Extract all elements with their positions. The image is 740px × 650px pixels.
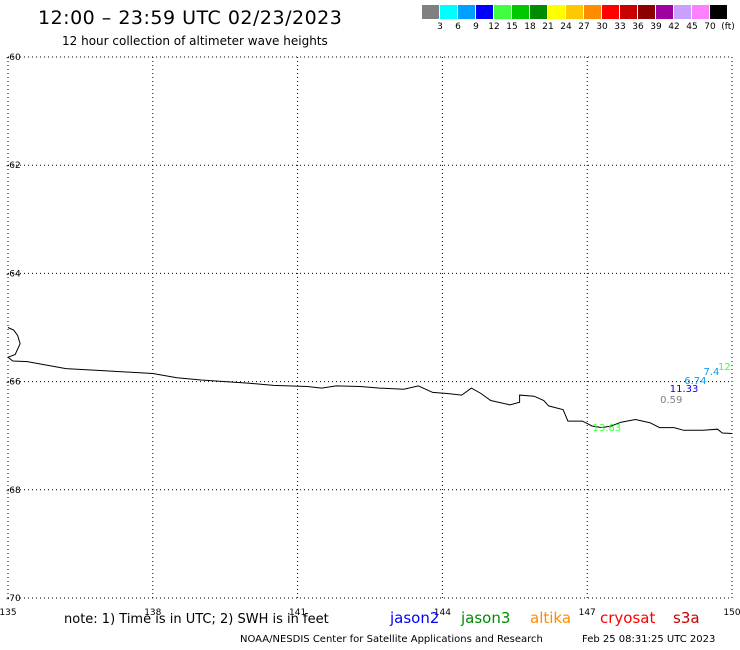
lat-tick-label: -60 [6, 53, 21, 63]
legend-swatch [692, 5, 709, 19]
lon-tick-label: 147 [579, 608, 596, 618]
lat-tick-label: -62 [6, 161, 21, 171]
legend-label: 3 [437, 22, 443, 32]
legend-swatch [710, 5, 727, 19]
legend-swatch [638, 5, 655, 19]
lat-tick-label: -64 [6, 269, 21, 279]
lat-tick-label: -66 [6, 378, 21, 388]
wave-height-observation: 13.63 [592, 422, 622, 434]
legend-label: 39 [650, 22, 662, 32]
footer-timestamp: Feb 25 08:31:25 UTC 2023 [582, 634, 716, 645]
wave-height-observation: 6.74 [684, 375, 707, 387]
legend-swatch [620, 5, 637, 19]
legend-swatch [602, 5, 619, 19]
legend-swatch [458, 5, 475, 19]
wave-height-observation: 11.33 [669, 383, 699, 395]
legend-swatch [530, 5, 547, 19]
legend-label: 15 [506, 22, 518, 32]
lon-tick-label: 141 [289, 608, 306, 618]
map-title: 12:00 – 23:59 UTC 02/23/2023 [38, 7, 343, 29]
legend-label: 18 [524, 22, 536, 32]
wave-height-observation: 12 [718, 361, 731, 373]
wave-height-observation: 7.4 [703, 366, 720, 378]
lon-tick-label: 135 [0, 608, 17, 618]
legend-swatch [656, 5, 673, 19]
legend-label: 42 [668, 22, 680, 32]
legend-label: 70 [704, 22, 716, 32]
legend-swatch [512, 5, 529, 19]
legend-label: 6 [455, 22, 461, 32]
legend-label: 36 [632, 22, 644, 32]
legend-label: 12 [488, 22, 500, 32]
legend-swatch [422, 5, 439, 19]
legend-swatch [494, 5, 511, 19]
legend-swatch [566, 5, 583, 19]
legend-label: 45 [686, 22, 698, 32]
legend-unit: (ft) [721, 22, 735, 32]
satellite-altika: altika [530, 609, 572, 627]
map-subtitle: 12 hour collection of altimeter wave hei… [62, 34, 328, 48]
legend-swatch [584, 5, 601, 19]
legend-label: 24 [560, 22, 572, 32]
satellite-cryosat: cryosat [600, 609, 656, 627]
legend-label: 30 [596, 22, 608, 32]
footer-credit: NOAA/NESDIS Center for Satellite Applica… [240, 634, 543, 645]
legend-swatch [440, 5, 457, 19]
coastline [6, 327, 733, 434]
lat-tick-label: -68 [6, 486, 21, 496]
satellite-jason2: jason2 [390, 609, 440, 627]
satellite-s3a: s3a [673, 609, 700, 627]
legend-swatch [674, 5, 691, 19]
legend-swatch [548, 5, 565, 19]
footer-note: note: 1) Time is in UTC; 2) SWH is in fe… [64, 612, 329, 627]
legend-swatch [476, 5, 493, 19]
legend-label: 21 [542, 22, 554, 32]
lon-tick-label: 144 [434, 608, 451, 618]
legend-label: 9 [473, 22, 479, 32]
satellite-jason3: jason3 [461, 609, 511, 627]
lon-tick-label: 150 [723, 608, 740, 618]
lon-tick-label: 138 [144, 608, 161, 618]
lat-tick-label: -70 [6, 594, 21, 604]
legend-label: 27 [578, 22, 590, 32]
wave-height-observation: 0.59 [660, 395, 683, 407]
legend-label: 33 [614, 22, 626, 32]
